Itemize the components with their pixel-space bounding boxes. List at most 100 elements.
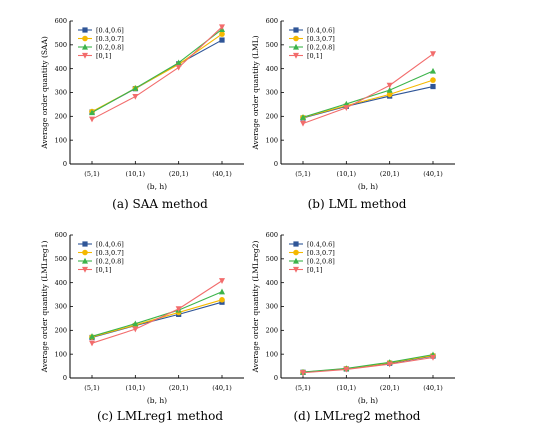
y-tick-label: 100: [266, 350, 278, 358]
x-tick-label: (5,1): [295, 384, 311, 392]
x-tick-label: (40,1): [423, 384, 443, 392]
series-line-2: [302, 79, 434, 119]
legend-marker: [82, 241, 88, 247]
x-tick-label: (20,1): [380, 384, 400, 392]
x-tick-label: (10,1): [126, 384, 146, 392]
legend-entry: [0.4,0.6]: [307, 26, 335, 34]
legend-entry: [0.2,0.8]: [96, 257, 124, 265]
y-tick-label: 600: [266, 17, 278, 25]
panel-caption: (b) LML method: [308, 197, 407, 211]
chart-panel-3: 0 100 200 300 400 500 600 (5,1) (10,1) (20,1) (40,…: [40, 231, 244, 423]
legend-entry: [0.2,0.8]: [96, 43, 124, 51]
y-tick-label: 200: [266, 327, 278, 335]
legend-marker: [293, 266, 299, 273]
data-point: [219, 278, 225, 284]
x-tick-label: (20,1): [380, 170, 400, 178]
legend-entry: [0,1]: [96, 52, 111, 60]
y-tick-label: 100: [55, 136, 67, 144]
data-point: [89, 333, 95, 339]
legend-entry: [0.4,0.6]: [307, 240, 335, 248]
data-point: [175, 64, 182, 71]
y-tick-label: 500: [55, 41, 67, 49]
y-tick-label: 500: [55, 255, 67, 263]
data-point: [219, 288, 225, 295]
legend-marker: [293, 52, 299, 59]
data-point: [343, 366, 350, 373]
y-tick-label: 300: [55, 303, 67, 311]
data-point: [219, 31, 225, 37]
y-tick-label: 400: [266, 279, 278, 287]
legend-marker: [293, 241, 299, 247]
y-tick-label: 0: [274, 374, 278, 382]
x-tick-label: (20,1): [169, 170, 189, 178]
x-tick-label: (10,1): [337, 384, 357, 392]
y-tick-label: 100: [266, 136, 278, 144]
data-point: [343, 105, 350, 111]
x-tick-label: (5,1): [84, 170, 100, 178]
data-point: [132, 326, 139, 333]
data-point: [300, 114, 306, 120]
chart-panel-2: 0 100 200 300 400 500 600 (5,1) (10,1) (20,1) (40,…: [251, 17, 455, 211]
data-point: [430, 51, 436, 58]
data-point: [132, 85, 139, 91]
chart-panel-4: 0 100 200 300 400 500 600 (5,1) (10,1) (20,1) (40,…: [251, 231, 455, 423]
series-line-4: [302, 356, 434, 374]
y-tick-label: 200: [55, 327, 67, 335]
series-line-4: [91, 26, 223, 120]
legend-entry: [0.3,0.7]: [96, 35, 124, 43]
legend-entry: [0,1]: [307, 52, 322, 60]
y-tick-label: 400: [266, 65, 278, 73]
data-point: [132, 320, 139, 327]
x-tick-label: (20,1): [169, 384, 189, 392]
y-tick-label: 600: [55, 17, 67, 25]
y-axis-title: Average order quantity (LMLreg2): [251, 241, 260, 374]
data-point: [430, 67, 436, 74]
y-axis-title: Average order quantity (LMLreg1): [40, 241, 49, 374]
y-tick-label: 500: [266, 255, 278, 263]
data-point: [175, 59, 182, 66]
series-line-4: [91, 280, 223, 344]
legend-marker: [82, 257, 88, 264]
legend-entry: [0,1]: [307, 266, 322, 274]
data-point: [430, 354, 436, 361]
legend-marker: [293, 257, 299, 264]
legend-entry: [0.2,0.8]: [307, 257, 335, 265]
data-point: [343, 100, 350, 107]
y-tick-label: 600: [55, 231, 67, 239]
data-point: [89, 109, 95, 116]
legend-marker: [293, 249, 299, 256]
series-line-3: [91, 291, 223, 337]
panel-caption: (d) LMLreg2 method: [294, 409, 421, 423]
legend-entry: [0.2,0.8]: [307, 43, 335, 51]
y-tick-label: 400: [55, 65, 67, 73]
x-axis-title: (b, h): [358, 396, 378, 405]
data-point: [300, 370, 306, 376]
data-point: [219, 297, 225, 303]
y-tick-label: 300: [55, 89, 67, 97]
legend-marker: [293, 43, 299, 50]
data-point: [132, 93, 139, 100]
y-tick-label: 0: [63, 160, 67, 168]
y-axis-title: Average order quantity (SAA): [40, 36, 49, 150]
y-tick-label: 300: [266, 89, 278, 97]
data-point: [175, 306, 182, 313]
legend-marker: [82, 249, 88, 256]
x-tick-label: (10,1): [126, 170, 146, 178]
panel-caption: (c) LMLreg1 method: [97, 409, 223, 423]
series-line-3: [302, 354, 434, 373]
x-tick-label: (40,1): [212, 384, 232, 392]
legend-marker: [82, 43, 88, 50]
x-axis-title: (b, h): [147, 182, 167, 191]
data-point: [430, 77, 436, 83]
series-line-3: [302, 70, 434, 118]
legend-entry: [0.4,0.6]: [96, 26, 124, 34]
data-point: [89, 340, 95, 347]
series-line-3: [91, 28, 223, 113]
x-tick-label: (5,1): [84, 384, 100, 392]
series-line-1: [302, 86, 434, 119]
y-tick-label: 100: [55, 350, 67, 358]
data-point: [219, 24, 225, 31]
x-tick-label: (40,1): [212, 170, 232, 178]
legend-marker: [82, 52, 88, 59]
